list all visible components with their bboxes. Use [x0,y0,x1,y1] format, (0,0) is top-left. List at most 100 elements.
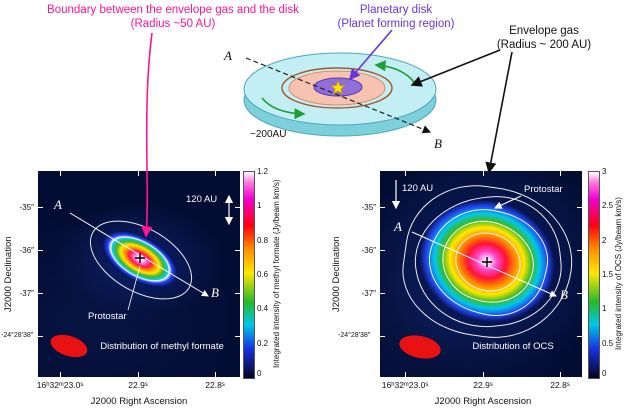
y-tick [38,250,43,251]
x-tick [60,372,61,377]
ytick-label: -37″ [361,289,376,298]
protostar-label-left: Protostar [88,311,127,322]
x-tick [560,372,561,377]
xtick-label: 22.8ˢ [550,380,570,390]
planetary-disk-annotation-arrow [348,29,393,81]
ab-axis-dashed-line [245,57,432,134]
y-tick [235,250,240,251]
xtick-label: 22.9ˢ [128,380,148,390]
annotation-envelope-line1: Envelope gas [509,25,579,37]
ocs-map: Distribution of OCS [380,171,582,377]
annotation-planetary-line1: Planetary disk [359,4,433,16]
planetary-disk-shape [313,77,363,97]
colorbar-tick: 0 [257,369,262,378]
colorbar-tick: 1.5 [602,270,614,279]
annotation-envelope-line2: (Radius ~ 200 AU) [496,39,592,52]
y-tick [235,293,240,294]
ytick-label: -24°28′38″ [338,332,371,339]
y-tick [577,336,582,337]
colorbar-tick: 2.5 [602,201,614,210]
rotation-arrow-left [261,97,306,120]
axis-label-b-left: B [211,285,219,300]
annotation-planetary-line2: (Planet forming region) [337,18,455,31]
colorbar-tick: 0.2 [257,339,269,348]
colorbar-tick: 2 [602,236,607,245]
annotation-boundary: Boundary between the envelope gas and th… [8,3,338,31]
ylabel-right: J2000 Declination [331,236,342,312]
orbit-ring [281,67,393,109]
y-tick [577,207,582,208]
x-tick [138,372,139,377]
axis-label-a-left: A [54,197,62,212]
colorbar-tick: 0 [602,369,607,378]
ytick-label: -35″ [361,203,376,212]
protostar-label-right: Protostar [524,184,563,195]
x-tick [215,372,216,377]
xtick-label: 16ʰ32ᵐ23.0ˢ [36,380,84,390]
y-tick [38,336,43,337]
y-tick [380,250,385,251]
colorbar-tick: 0.4 [257,304,269,313]
x-tick [138,171,139,176]
y-tick [235,336,240,337]
x-tick [405,372,406,377]
inner-disk-boundary [288,70,386,106]
schematic-label-b: B [434,136,442,151]
colorbar-tick: 1 [257,201,262,210]
rotation-arrow-right [374,60,415,83]
ytick-label: -37″ [19,289,34,298]
caption-methyl-formate: Distribution of methyl formate [100,341,224,352]
x-tick [405,171,406,176]
annotation-planetary-disk: Planetary disk (Planet forming region) [328,3,464,31]
colorbar-tick: 0.8 [257,236,269,245]
x-tick [60,171,61,176]
ylabel-left: J2000 Declination [3,236,14,312]
annotation-boundary-line1: Boundary between the envelope gas and th… [47,4,299,16]
y-tick [235,207,240,208]
ytick-label: -24°28′38″ [1,332,34,339]
colorbar-tick: 0.6 [257,270,269,279]
beam-ellipse-right [397,331,443,363]
schematic-scale-label: ~200AU [250,129,287,140]
colorbar-methyl-formate [243,171,255,379]
beam-ellipse-left [47,330,91,362]
colorbar-tick: 1.2 [257,167,269,176]
xtick-label: 16ʰ32ᵐ23.0ˢ [381,380,429,390]
annotation-envelope-gas: Envelope gas (Radius ~ 200 AU) [468,24,620,52]
xtick-label: 22.8ˢ [205,380,225,390]
y-tick [380,336,385,337]
xtick-label: 22.9ˢ [473,380,493,390]
x-tick [560,171,561,176]
colorbar-label-right: Integrated intensity of OCS (Jy/beam km/… [614,197,623,351]
scale-label-left: 120 AU [186,194,218,205]
scale-label-right: 120 AU [402,183,434,194]
colorbar-label-left: Integrated intensity of methyl formate (… [272,179,281,369]
annotation-boundary-line2: (Radius ~50 AU) [130,18,216,31]
envelope-to-schematic-arrow [410,49,501,87]
y-tick [38,207,43,208]
ytick-label: -36″ [19,246,34,255]
x-tick [215,171,216,176]
protostar-star-icon [330,79,346,95]
colorbar-ocs [588,171,600,379]
y-tick [577,293,582,294]
envelope-disk-schematic [243,52,437,137]
x-tick [483,171,484,176]
x-tick [483,372,484,377]
envelope-to-map-arrow [485,51,513,174]
y-tick [380,207,385,208]
colorbar-tick: 1 [602,304,607,313]
xlabel-right: J2000 Right Ascension [434,396,532,407]
colorbar-tick: 0.5 [602,339,614,348]
y-tick [38,293,43,294]
axis-label-b-right: B [560,287,568,302]
y-tick [577,250,582,251]
schematic-label-a: A [224,48,232,63]
y-tick [380,293,385,294]
ytick-label: -36″ [361,246,376,255]
axis-label-a-right: A [394,219,402,234]
xlabel-left: J2000 Right Ascension [90,396,188,407]
ytick-label: -35″ [19,203,34,212]
colorbar-tick: 3 [602,167,607,176]
